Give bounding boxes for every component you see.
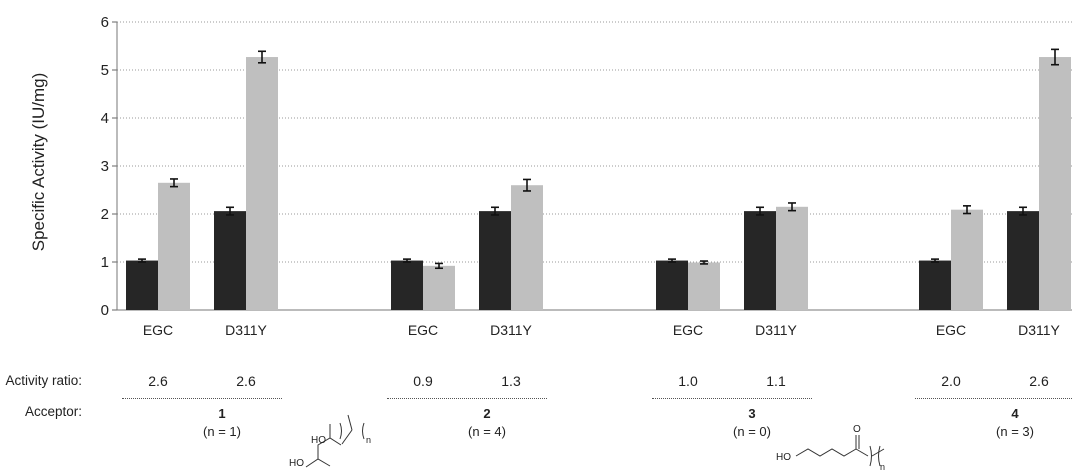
activity-ratio-value: 1.3 [501,373,521,389]
y-tick-label: 4 [101,110,109,127]
y-tick-label: 3 [101,158,109,175]
activity-ratio-value: 0.9 [413,373,433,389]
y-tick-label: 5 [101,62,109,79]
activity-ratio-value: 2.6 [1029,373,1049,389]
structure-1-ho-bottom: HO [289,458,304,469]
bar-4-d311y-dark [1007,211,1039,310]
x-category-label: EGC [935,322,967,338]
acceptor-n-value: (n = 0) [733,424,771,439]
structure-2-ho: HO [776,452,791,463]
activity-ratio-value: 2.6 [236,373,256,389]
activity-ratio-row-label: Activity ratio: [5,373,82,388]
activity-ratio-value: 2.0 [941,373,961,389]
acceptor-number: 3 [748,406,756,421]
x-category-label: EGC [142,322,174,338]
bar-1-egc-dark [126,260,158,310]
acceptor-n-value: (n = 3) [996,424,1034,439]
structure-2-subscript-n: n [880,462,885,472]
acceptor-n-value: (n = 1) [203,424,241,439]
x-category-label: D311Y [225,322,267,338]
y-tick-labels: 0 1 2 3 4 5 6 [101,14,109,319]
bar-4-d311y-light [1039,57,1071,310]
structure-2-o: O [853,424,861,435]
bar-2-d311y-dark [479,211,511,310]
bars [126,57,1071,310]
bar-3-egc-light [688,262,720,310]
x-category-label: D311Y [490,322,532,338]
structure-1-subscript-n: n [366,435,371,445]
y-tick-label: 0 [101,302,109,319]
acceptor-n-value: (n = 4) [468,424,506,439]
y-tick-label: 6 [101,14,109,31]
acceptor-number: 1 [218,406,226,421]
bar-1-d311y-dark [214,211,246,310]
x-category-label: EGC [672,322,704,338]
x-category-label: D311Y [1018,322,1060,338]
bar-3-d311y-dark [744,211,776,310]
x-category-label: EGC [407,322,439,338]
y-tick-label: 2 [101,206,109,223]
bar-3-d311y-light [776,206,808,310]
acceptor-row-label: Acceptor: [24,404,82,419]
ratio-underline [915,398,1072,399]
y-tick-label: 1 [101,254,109,271]
bar-3-egc-dark [656,260,688,310]
bar-1-egc-light [158,182,190,310]
bar-2-egc-dark [391,260,423,310]
bar-4-egc-light [951,209,983,310]
activity-ratio-value: 2.6 [148,373,168,389]
acceptor-number: 2 [483,406,491,421]
acceptor-number: 4 [1011,406,1019,421]
acceptor-structure-2 [795,435,885,467]
bar-1-d311y-light [246,57,278,310]
ratio-underline [122,398,282,399]
y-axis-label: Specific Activity (IU/mg) [29,73,48,252]
activity-ratio-value: 1.1 [766,373,786,389]
ratio-underline [387,398,547,399]
bar-2-egc-light [423,265,455,310]
bar-2-d311y-light [511,185,543,310]
ratio-underline [652,398,812,399]
x-category-label: D311Y [755,322,797,338]
error-bars [138,48,1059,270]
structure-1-ho-top: HO [311,435,326,446]
bar-4-egc-dark [919,260,951,310]
activity-ratio-value: 1.0 [678,373,698,389]
acceptor-structure-1 [305,414,365,468]
